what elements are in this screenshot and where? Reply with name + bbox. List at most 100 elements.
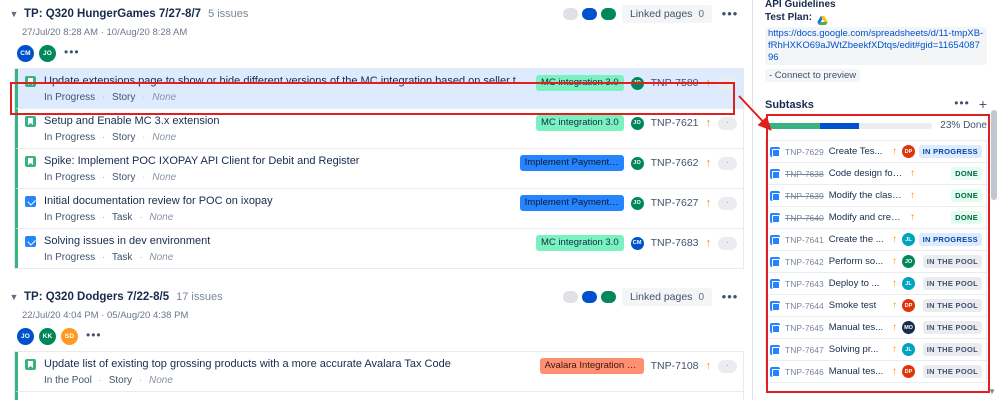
avatar[interactable]: JL bbox=[902, 343, 915, 356]
avatar[interactable]: JO bbox=[17, 328, 34, 345]
subtask-key[interactable]: TNP-7641 bbox=[785, 234, 824, 245]
subtask-summary[interactable]: Deploy to ... bbox=[828, 278, 880, 289]
avatar[interactable]: JO bbox=[630, 76, 644, 90]
issue-type-label[interactable]: Story bbox=[112, 172, 136, 183]
issue-extra[interactable]: None bbox=[149, 252, 174, 263]
subtask-row[interactable]: TNP-7642 Perform so... ↑ JO IN THE POOL bbox=[766, 251, 986, 273]
epic-tag[interactable]: MC integration 3.0 bbox=[536, 75, 624, 91]
issue-extra[interactable]: None bbox=[152, 92, 177, 103]
status-badge[interactable]: DONE bbox=[951, 211, 982, 224]
avatar-more-button[interactable]: ••• bbox=[64, 44, 80, 59]
linked-pages-button[interactable]: Linked pages 0 bbox=[621, 288, 712, 306]
issue-status[interactable]: In Progress bbox=[44, 92, 96, 103]
epic-tag[interactable]: Implement Payment Ga... bbox=[519, 155, 624, 171]
status-badge[interactable]: IN THE POOL bbox=[922, 255, 982, 268]
issue-more-button[interactable]: · bbox=[718, 76, 737, 90]
subtask-key[interactable]: TNP-7645 bbox=[785, 322, 824, 333]
status-badge[interactable]: IN THE POOL bbox=[922, 365, 982, 378]
issue-more-button[interactable]: · bbox=[718, 116, 737, 130]
avatar[interactable]: DP bbox=[902, 365, 915, 378]
issue-type-label[interactable]: Task bbox=[111, 212, 133, 223]
avatar[interactable]: JL bbox=[902, 233, 915, 246]
avatar-more-button[interactable]: ••• bbox=[86, 327, 102, 342]
issue-more-button[interactable]: · bbox=[718, 156, 737, 170]
subtask-summary[interactable]: Create Tes... bbox=[828, 146, 883, 157]
issue-type-label[interactable]: Story bbox=[112, 132, 136, 143]
avatar[interactable]: DP bbox=[902, 145, 915, 158]
avatar[interactable]: KK bbox=[39, 328, 56, 345]
scroll-down-caret-icon[interactable]: ▼ bbox=[988, 387, 996, 396]
issue-row[interactable]: Setup and Enable MC 3.x extension In Pro… bbox=[15, 109, 743, 149]
subtask-row[interactable]: TNP-7643 Deploy to ... ↑ JL IN THE POOL bbox=[766, 273, 986, 295]
subtask-summary[interactable]: Create the ... bbox=[828, 234, 884, 245]
subtask-row[interactable]: TNP-7644 Smoke test ↑ DP IN THE POOL bbox=[766, 295, 986, 317]
subtask-summary[interactable]: Modify and create the ... bbox=[828, 212, 905, 223]
status-dot-todo[interactable] bbox=[562, 291, 578, 303]
connect-to-preview-note[interactable]: - Connect to preview bbox=[765, 69, 861, 82]
issue-more-button[interactable]: · bbox=[718, 359, 737, 373]
issue-status[interactable]: In Progress bbox=[44, 252, 96, 263]
sprint-header[interactable]: ▼ TP: Q320 Dodgers 7/22-8/5 17 issues Li… bbox=[0, 283, 752, 307]
avatar[interactable]: JO bbox=[902, 255, 915, 268]
add-subtask-button[interactable]: + bbox=[978, 95, 987, 112]
subtask-row[interactable]: TNP-7640 Modify and create the ... ↑ DON… bbox=[766, 207, 986, 229]
issue-key[interactable]: TNP-7108 bbox=[650, 360, 699, 372]
epic-tag[interactable]: Avalara Integration Pha... bbox=[539, 358, 644, 374]
status-badge[interactable]: DONE bbox=[951, 189, 982, 202]
issue-more-button[interactable]: · bbox=[718, 236, 737, 250]
issue-summary[interactable]: Update extensions page to show or hide d… bbox=[44, 75, 531, 87]
issue-key[interactable]: TNP-7683 bbox=[650, 237, 699, 249]
avatar[interactable]: JO bbox=[630, 156, 644, 170]
epic-tag[interactable]: MC integration 3.0 bbox=[536, 235, 624, 251]
status-badge[interactable]: IN PROGRESS bbox=[918, 233, 982, 246]
issue-summary[interactable]: Spike: Implement POC IXOPAY API Client f… bbox=[44, 155, 360, 167]
subtask-summary[interactable]: Modify the classes of t... bbox=[828, 190, 905, 201]
status-badge[interactable]: IN THE POOL bbox=[922, 277, 982, 290]
issue-status[interactable]: In Progress bbox=[44, 172, 96, 183]
epic-tag[interactable]: Implement Payment Ga... bbox=[519, 195, 624, 211]
issue-row[interactable]: Update list of existing top grossing pro… bbox=[15, 352, 743, 392]
issue-summary[interactable]: Setup and Enable MC 3.x extension bbox=[44, 115, 220, 127]
status-dot-inprogress[interactable] bbox=[581, 291, 597, 303]
status-badge[interactable]: IN THE POOL bbox=[922, 321, 982, 334]
subtask-summary[interactable]: Perform so... bbox=[828, 256, 884, 267]
avatar[interactable]: CM bbox=[17, 45, 34, 62]
status-dot-inprogress[interactable] bbox=[581, 8, 597, 20]
issue-summary[interactable]: Solving issues in dev environment bbox=[44, 235, 211, 247]
issue-status[interactable]: In the Pool bbox=[44, 375, 92, 386]
sprint-more-actions-button[interactable]: ••• bbox=[721, 6, 739, 21]
subtasks-more-button[interactable]: ••• bbox=[954, 96, 970, 110]
issue-more-button[interactable]: · bbox=[718, 196, 737, 210]
avatar[interactable]: CM bbox=[630, 236, 644, 250]
subtask-key[interactable]: TNP-7647 bbox=[785, 344, 824, 355]
issue-row[interactable]: Solving issues in dev environment In Pro… bbox=[15, 229, 743, 268]
subtask-key[interactable]: TNP-7639 bbox=[785, 190, 824, 201]
status-badge[interactable]: DONE bbox=[951, 167, 982, 180]
epic-tag[interactable]: MC integration 3.0 bbox=[536, 115, 624, 131]
status-badge[interactable]: IN THE POOL bbox=[922, 299, 982, 312]
avatar[interactable]: SD bbox=[61, 328, 78, 345]
issue-type-label[interactable]: Task bbox=[111, 252, 133, 263]
issue-row[interactable]: Spike: Implement POC IXOPAY API Client f… bbox=[15, 149, 743, 189]
subtask-key[interactable]: TNP-7642 bbox=[785, 256, 824, 267]
issue-row-partial[interactable] bbox=[15, 392, 743, 400]
chevron-down-icon[interactable]: ▼ bbox=[9, 291, 19, 302]
subtask-key[interactable]: TNP-7644 bbox=[785, 300, 824, 311]
issue-summary[interactable]: Update list of existing top grossing pro… bbox=[44, 358, 451, 370]
issue-key[interactable]: TNP-7662 bbox=[650, 157, 699, 169]
avatar[interactable]: JL bbox=[902, 277, 915, 290]
subtask-summary[interactable]: Code design for updat... bbox=[828, 168, 905, 179]
subtask-summary[interactable]: Manual tes... bbox=[828, 322, 884, 333]
issue-key[interactable]: TNP-7621 bbox=[650, 117, 699, 129]
avatar[interactable]: DP bbox=[902, 299, 915, 312]
subtask-row[interactable]: TNP-7646 Manual tes... ↑ DP IN THE POOL bbox=[766, 361, 986, 383]
subtask-key[interactable]: TNP-7646 bbox=[785, 366, 824, 377]
issue-key[interactable]: TNP-7627 bbox=[650, 197, 699, 209]
issue-type-label[interactable]: Story bbox=[112, 92, 136, 103]
vertical-scrollbar[interactable] bbox=[991, 110, 997, 200]
status-badge[interactable]: IN THE POOL bbox=[922, 343, 982, 356]
subtask-row[interactable]: TNP-7647 Solving pr... ↑ JL IN THE POOL bbox=[766, 339, 986, 361]
subtask-row[interactable]: TNP-7638 Code design for updat... ↑ DONE bbox=[766, 163, 986, 185]
linked-pages-button[interactable]: Linked pages 0 bbox=[621, 5, 712, 23]
issue-row[interactable]: Initial documentation review for POC on … bbox=[15, 189, 743, 229]
